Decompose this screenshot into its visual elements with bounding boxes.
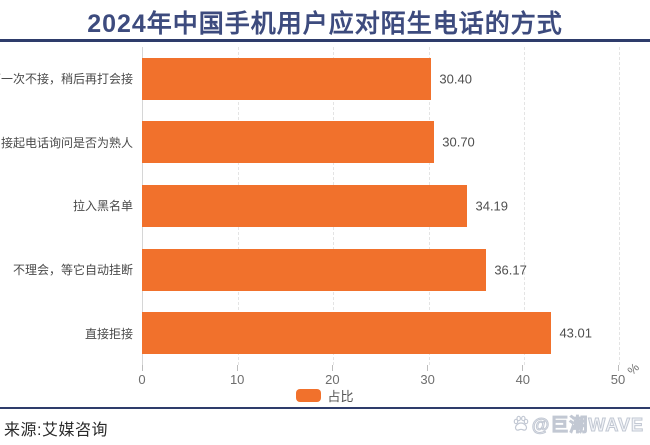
category-label: 接起电话询问是否为熟人 <box>0 135 133 150</box>
paw-icon <box>513 415 529 431</box>
x-tick-label: 50 <box>610 372 626 387</box>
category-label: 拉入黑名单 <box>72 199 133 214</box>
x-tick-label: 20 <box>325 372 340 387</box>
bar-value-label: 30.40 <box>439 71 472 87</box>
category-label: 第一次不接，稍后再打会接 <box>0 72 133 87</box>
category-label: 不理会，等它自动挂断 <box>12 263 133 278</box>
bar-value-label: 34.19 <box>475 198 509 214</box>
x-tick-label: 30 <box>420 372 435 387</box>
tick-mark <box>236 365 238 371</box>
chart-title: 2024年中国手机用户应对陌生电话的方式 <box>87 10 563 38</box>
bar-value-label: 43.01 <box>559 325 592 341</box>
tick-mark <box>427 365 429 371</box>
legend-label: 占比 <box>327 388 354 404</box>
tick-mark <box>522 365 524 371</box>
bar[interactable] <box>142 248 487 291</box>
bar[interactable] <box>142 57 432 100</box>
tick-mark <box>331 365 333 371</box>
bar[interactable] <box>142 184 468 227</box>
source-text: 来源:艾媒咨询 <box>4 422 108 439</box>
bar-row: 第一次不接，稍后再打会接 30.40 <box>0 47 618 111</box>
bar[interactable] <box>142 312 552 355</box>
x-axis-unit: % <box>624 360 643 378</box>
x-tick-label: 10 <box>229 372 245 387</box>
footer-divider <box>0 407 650 409</box>
bar-row: 不理会，等它自动挂断 36.17 <box>0 238 618 302</box>
bar-row: 接起电话询问是否为熟人 30.70 <box>0 111 618 175</box>
bar-track: 43.01 <box>142 301 618 365</box>
bar-row: 拉入黑名单 34.19 <box>0 174 618 238</box>
bar-value-label: 30.70 <box>442 134 475 150</box>
tick-mark <box>141 365 143 371</box>
gridline <box>619 47 620 365</box>
bar-track: 30.40 <box>142 47 618 111</box>
bar-value-label: 36.17 <box>494 262 527 278</box>
x-axis: 0 10 20 30 40 50 <box>138 365 625 393</box>
bar-track: 30.70 <box>142 111 618 175</box>
title-divider <box>0 39 650 42</box>
legend-marker-icon <box>296 388 322 402</box>
bar[interactable] <box>142 121 435 164</box>
x-tick-label: 40 <box>515 372 531 387</box>
tick-mark <box>617 365 619 371</box>
bar-track: 36.17 <box>142 238 618 302</box>
bar-rows: 第一次不接，稍后再打会接 30.40 接起电话询问是否为熟人 30.70 拉入黑名单 34… <box>0 47 618 365</box>
gridline <box>523 47 525 365</box>
bar-row: 直接拒接 43.01 <box>0 301 618 365</box>
watermark-text: @巨潮WAVE <box>531 415 644 436</box>
bar-track: 34.19 <box>142 174 618 238</box>
watermark: @巨潮WAVE <box>512 411 644 437</box>
legend-item[interactable]: 占比 <box>0 387 650 404</box>
category-label: 直接拒接 <box>84 326 133 341</box>
x-tick-label: 0 <box>138 372 146 387</box>
